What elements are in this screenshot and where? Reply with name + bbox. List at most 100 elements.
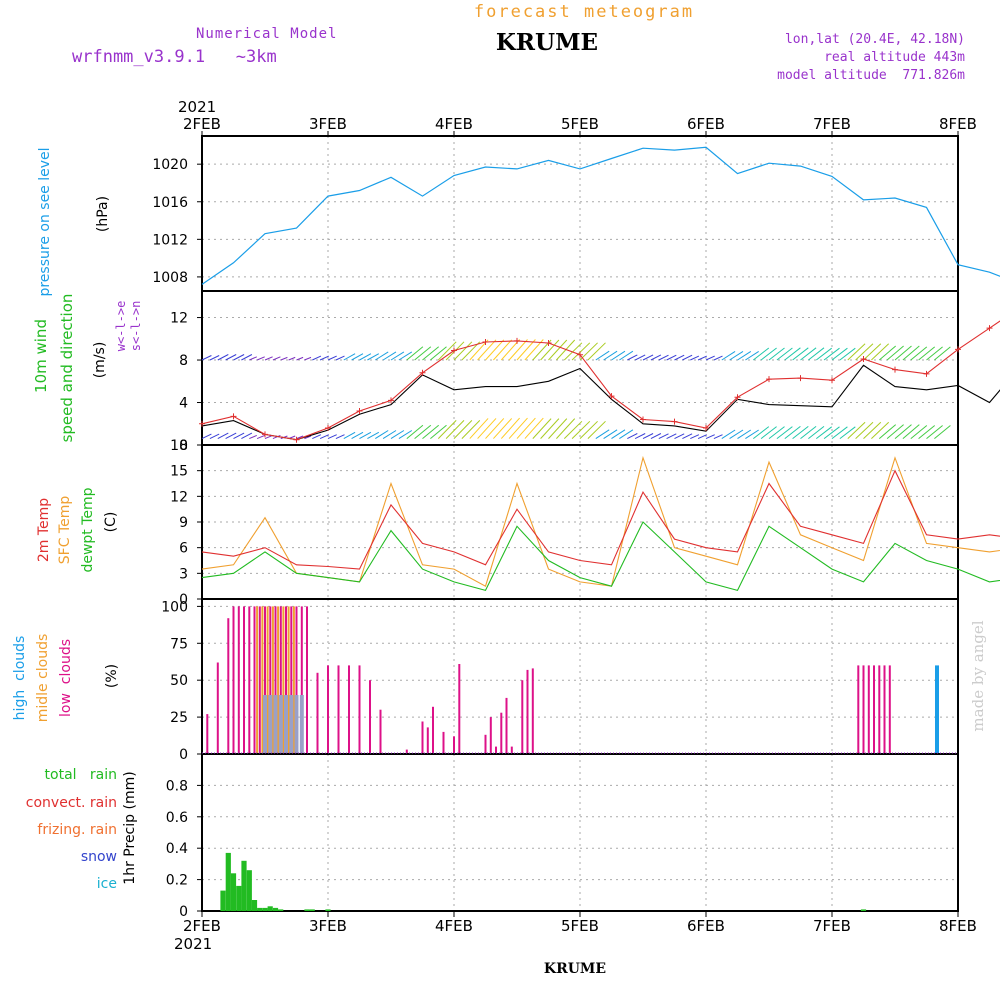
- precip-bar: [325, 909, 331, 911]
- clouds-tick-label: 0: [179, 747, 188, 763]
- wind-speed-marker: [734, 394, 741, 401]
- wind-speed-marker: [482, 338, 489, 345]
- cloud-bar: [264, 606, 266, 753]
- wind-arrow: [721, 350, 736, 361]
- cloud-bar: [256, 606, 259, 753]
- wind-label-a: 10m wind: [32, 319, 50, 393]
- wind-arrow: [477, 339, 497, 361]
- cloud-bar: [300, 606, 303, 753]
- footer-station-name: KRUME: [544, 961, 606, 977]
- wind-arrow: [745, 429, 759, 440]
- bottom-date-label: 4FEB: [435, 917, 473, 935]
- wind-arrow: [201, 433, 212, 440]
- precip-bar: [225, 852, 231, 911]
- precip-tick-label: 0.6: [166, 810, 188, 826]
- wind-arrow: [792, 426, 809, 439]
- wind-arrow: [493, 339, 513, 361]
- bottom-date-label: 3FEB: [309, 917, 347, 935]
- temperature-tick-label: 18: [170, 438, 188, 454]
- clouds-tick-label: 100: [161, 599, 188, 615]
- wind-arrow: [878, 345, 897, 361]
- cloud-bar: [426, 727, 429, 753]
- precip-bar: [241, 860, 247, 911]
- wind-arrow: [359, 353, 372, 361]
- cloud-bar: [292, 606, 295, 753]
- bottom-year-label: 2021: [174, 935, 212, 953]
- wind-arrow: [729, 429, 744, 440]
- top-date-label: 5FEB: [561, 115, 599, 133]
- wind-arrow: [249, 356, 257, 361]
- wind-compass-we: w<-l->e: [114, 301, 128, 352]
- precip-axis-label: 1hr Precip (mm): [122, 771, 138, 884]
- wind-arrow: [524, 417, 544, 439]
- wind-arrow: [934, 346, 951, 361]
- wind-arrow: [312, 355, 322, 361]
- clouds-layer: [202, 606, 958, 754]
- wind-arrow: [556, 418, 576, 439]
- wind-arrow: [619, 429, 634, 440]
- temp-dewpt-label: dewpt Temp: [80, 487, 96, 572]
- wind-arrow: [658, 354, 669, 361]
- wind-arrow: [556, 339, 576, 361]
- wind-speed-marker: [514, 337, 520, 344]
- cloud-bar: [269, 606, 272, 753]
- wind-speed-marker: [955, 346, 961, 353]
- cloud-bar: [405, 749, 408, 753]
- clouds-mid-label: midle clouds: [35, 634, 51, 723]
- cloud-bar: [421, 721, 424, 753]
- cloud-bar: [282, 606, 285, 753]
- precip-panel-frame: [201, 753, 959, 912]
- wind-arrow: [209, 355, 220, 361]
- wind-arrow: [579, 420, 598, 439]
- wind-arrow: [430, 424, 447, 439]
- wind-arrow: [390, 351, 405, 361]
- cloud-bar: [489, 717, 492, 753]
- top-date-label: 3FEB: [309, 115, 347, 133]
- wind-arrow: [871, 343, 890, 361]
- wind-arrow: [839, 426, 856, 439]
- wind-arrow: [855, 421, 874, 439]
- cloud-bar: [263, 695, 267, 753]
- gridlines: [202, 136, 958, 911]
- wind-arrow: [752, 347, 770, 361]
- wind-arrow: [650, 433, 662, 440]
- wind-arrow: [335, 355, 345, 361]
- pressure-unit: (hPa): [95, 196, 111, 232]
- wind-arrow: [682, 354, 693, 361]
- wind-arrow: [634, 354, 646, 361]
- top-date-label: 6FEB: [687, 115, 725, 133]
- wind-arrow: [792, 347, 809, 361]
- wind-arrow: [500, 417, 520, 439]
- wind-arrow: [847, 421, 866, 439]
- wind-arrow: [453, 341, 473, 361]
- cloud-bar: [358, 665, 361, 753]
- wind-arrow: [343, 353, 356, 361]
- wind-arrow: [760, 426, 777, 439]
- cloud-bar: [379, 709, 382, 753]
- wind-arrow: [603, 429, 618, 440]
- wind-gust-line: [201, 364, 1000, 441]
- temperature-tick-label: 15: [170, 464, 188, 480]
- wind-arrow: [296, 356, 304, 361]
- wind-arrow: [563, 420, 583, 439]
- wind-arrow: [382, 430, 397, 440]
- temp-sfc-label: SFC Temp: [57, 496, 73, 565]
- wind-arrow: [414, 346, 432, 361]
- wind-arrow: [319, 434, 330, 440]
- wind-arrow: [272, 434, 281, 440]
- wind-arrow: [241, 432, 253, 440]
- wind-arrow: [666, 433, 677, 440]
- wind-speed-marker: [545, 340, 552, 347]
- wind-arrow: [902, 345, 920, 361]
- wind-arrow: [249, 434, 257, 440]
- wind-speed-marker: [577, 351, 583, 358]
- wind-arrow: [784, 347, 801, 361]
- cloud-bar: [299, 695, 304, 753]
- cloud-bar: [232, 606, 235, 753]
- wind-arrow: [327, 434, 337, 440]
- wind-arrow: [705, 434, 715, 440]
- pressure-panel-frame: [201, 135, 959, 292]
- wind-arrow: [437, 341, 457, 361]
- wind-arrow: [918, 425, 936, 439]
- clouds-low-label: low clouds: [58, 639, 74, 717]
